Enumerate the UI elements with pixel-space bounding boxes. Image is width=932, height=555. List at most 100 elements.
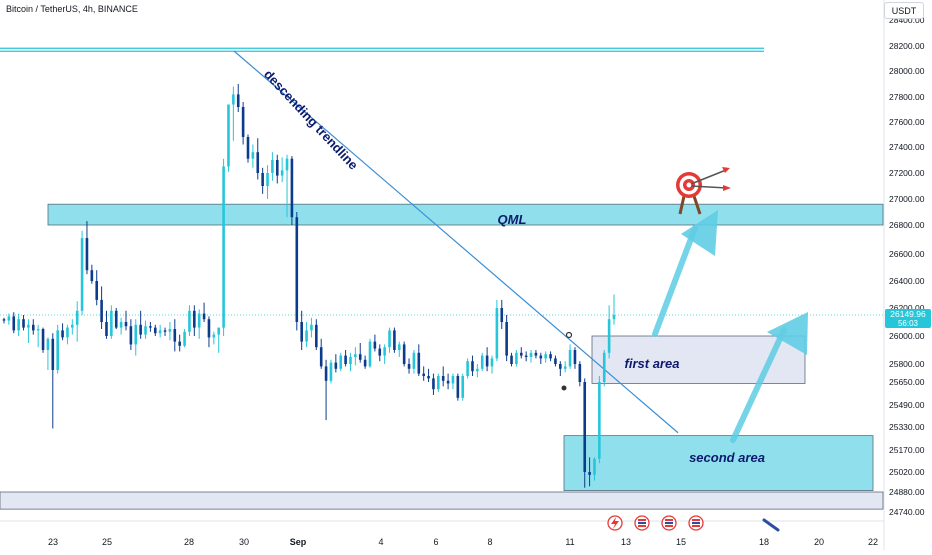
candle-body [22, 319, 25, 328]
candle-body [193, 310, 196, 328]
time-tick-label: 22 [868, 537, 878, 547]
candle-body [329, 362, 333, 381]
candle-body [588, 472, 591, 475]
candle-body [495, 308, 499, 359]
time-tick-label: 20 [814, 537, 824, 547]
candle-body [139, 324, 142, 335]
flag-icon[interactable] [661, 515, 677, 531]
zone-qml[interactable] [47, 203, 884, 226]
candle-body [17, 319, 20, 331]
candle-body [71, 324, 74, 328]
flag-icon[interactable] [634, 515, 650, 531]
time-tick-label: 25 [102, 537, 112, 547]
marker-down [561, 385, 567, 391]
time-tick-label: 8 [487, 537, 492, 547]
candle-body [236, 94, 240, 107]
current-price-value: 26149.96 [890, 309, 926, 319]
candle-body [153, 327, 157, 334]
candle-body [432, 378, 435, 390]
candle-body [95, 281, 99, 300]
zones-layer [0, 47, 884, 510]
price-tick-label: 26200.00 [889, 303, 925, 313]
price-tick-label: 24880.00 [889, 487, 925, 497]
candle-body [363, 359, 367, 367]
currency-button[interactable]: USDT [884, 2, 924, 19]
candle-body [349, 357, 352, 364]
candle-body [251, 152, 255, 159]
price-tick-label: 26400.00 [889, 276, 925, 286]
price-tick-label: 27600.00 [889, 117, 925, 127]
price-tick-label: 27200.00 [889, 168, 925, 178]
candle-body [46, 338, 50, 350]
arrow-up-1 [652, 210, 718, 337]
candle-body [427, 376, 430, 379]
candle-body [505, 322, 508, 356]
arrow-up-2 [730, 312, 808, 443]
price-tick-label: 27000.00 [889, 194, 925, 204]
candle-body [100, 299, 103, 322]
candle-body [266, 173, 269, 186]
candle-body [207, 319, 211, 338]
candle-body [271, 160, 274, 173]
candle-body [446, 380, 450, 384]
symbol-title: Bitcoin / TetherUS, 4h, BINANCE [6, 4, 138, 14]
candle-body [105, 322, 108, 336]
event-icons [607, 515, 780, 532]
candle-body [232, 94, 235, 105]
candle-body [41, 329, 45, 350]
candle-body [554, 358, 557, 364]
candle-body [368, 341, 372, 367]
candle-body [61, 330, 64, 338]
candle-body [80, 238, 84, 311]
candle-body [539, 355, 543, 359]
price-axis[interactable]: 28400.00 28200.00 28000.00 27800.00 27600.00… [889, 15, 925, 517]
time-axis[interactable]: 23 25 28 30 Sep 4 6 8 11 13 15 18 20 22 [48, 537, 878, 547]
candle-body [568, 350, 572, 367]
candle-body [417, 352, 421, 374]
candle-body [51, 338, 55, 370]
candle-body [529, 352, 533, 357]
flag-icon[interactable] [688, 515, 704, 531]
candle-body [402, 344, 406, 364]
candle-body [471, 361, 474, 372]
time-tick-label: Sep [290, 537, 307, 547]
candle-body [124, 322, 128, 327]
zone-bottom[interactable] [0, 491, 884, 510]
candle-body [519, 352, 523, 356]
candle-body [129, 326, 133, 345]
qml-label: QML [498, 212, 527, 227]
markers [561, 331, 573, 391]
candle-body [593, 458, 596, 475]
candle-body [290, 158, 294, 218]
candle-body [275, 160, 279, 176]
time-range-handle[interactable] [762, 518, 780, 532]
candle-body [173, 329, 177, 342]
candle-body [75, 310, 79, 325]
candle-body [158, 330, 162, 334]
candle-body [397, 344, 401, 350]
time-tick-label: 23 [48, 537, 58, 547]
candle-body [7, 316, 11, 321]
candle-body [563, 366, 567, 369]
candle-body [485, 355, 489, 367]
price-tick-label: 25800.00 [889, 359, 925, 369]
price-tick-label: 24740.00 [889, 507, 925, 517]
price-tick-label: 28400.00 [889, 15, 925, 25]
candle-body [178, 341, 181, 346]
candle-body [217, 327, 221, 335]
time-tick-label: 13 [621, 537, 631, 547]
candle-body [461, 376, 465, 398]
candle-body [183, 331, 186, 346]
candle-body [114, 310, 118, 328]
flash-icon[interactable] [607, 515, 623, 531]
candle-body [500, 308, 504, 322]
price-tick-label: 26000.00 [889, 331, 925, 341]
time-tick-label: 28 [184, 537, 194, 547]
zone-second-area[interactable] [563, 435, 874, 491]
candle-body [27, 324, 30, 328]
candle-body [456, 376, 460, 398]
price-tick-label: 27800.00 [889, 92, 925, 102]
candle-body [300, 322, 303, 342]
